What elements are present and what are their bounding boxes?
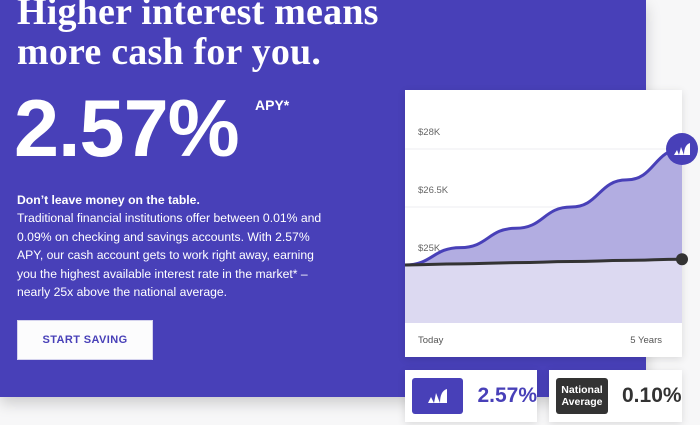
description-lead: Don’t leave money on the table. <box>17 193 200 207</box>
badge-line: National <box>561 384 603 396</box>
apy-rate: 2.57% <box>14 84 240 174</box>
logo-icon <box>427 389 447 403</box>
national-average-card: National Average 0.10% <box>549 370 682 422</box>
national-rate-value: 0.10% <box>622 384 682 407</box>
growth-end-marker <box>666 133 698 165</box>
our-rate-card: 2.57% <box>405 370 537 422</box>
x-label-end: 5 Years <box>630 335 662 346</box>
y-tick-label: $26.5K <box>418 185 449 196</box>
headline: Higher interest means more cash for you. <box>17 0 379 72</box>
our-rate-value: 2.57% <box>477 384 537 407</box>
growth-area <box>405 149 682 265</box>
start-saving-button[interactable]: START SAVING <box>17 320 153 360</box>
national-line <box>404 257 683 267</box>
description-line: APY, our cash account gets to work right… <box>17 248 314 263</box>
apy-label: APY* <box>255 97 290 113</box>
headline-line: more cash for you. <box>17 31 322 73</box>
logo-icon <box>674 143 690 155</box>
national-area <box>405 259 682 323</box>
logo-badge <box>412 378 464 414</box>
y-tick-label: $25K <box>418 243 441 254</box>
description: Don’t leave money on the table. Traditio… <box>17 191 321 301</box>
badge-line: Average <box>561 396 603 408</box>
description-line: you the highest available interest rate … <box>17 266 308 281</box>
growth-chart: $25K $26.5K $28K <box>404 90 698 323</box>
growth-line <box>404 147 683 267</box>
x-label-start: Today <box>418 335 444 346</box>
headline-line: Higher interest means <box>17 0 379 33</box>
national-average-badge: National Average <box>556 378 608 414</box>
description-line: 0.09% on checking and savings accounts. … <box>17 229 310 244</box>
national-end-dot <box>676 253 688 266</box>
description-line: Traditional financial institutions offer… <box>17 211 322 226</box>
description-line: nearly 25x above the national average. <box>17 285 228 300</box>
growth-chart-card: $25K $26.5K $28K Today 5 Years <box>404 90 698 357</box>
y-tick-label: $28K <box>418 127 441 138</box>
